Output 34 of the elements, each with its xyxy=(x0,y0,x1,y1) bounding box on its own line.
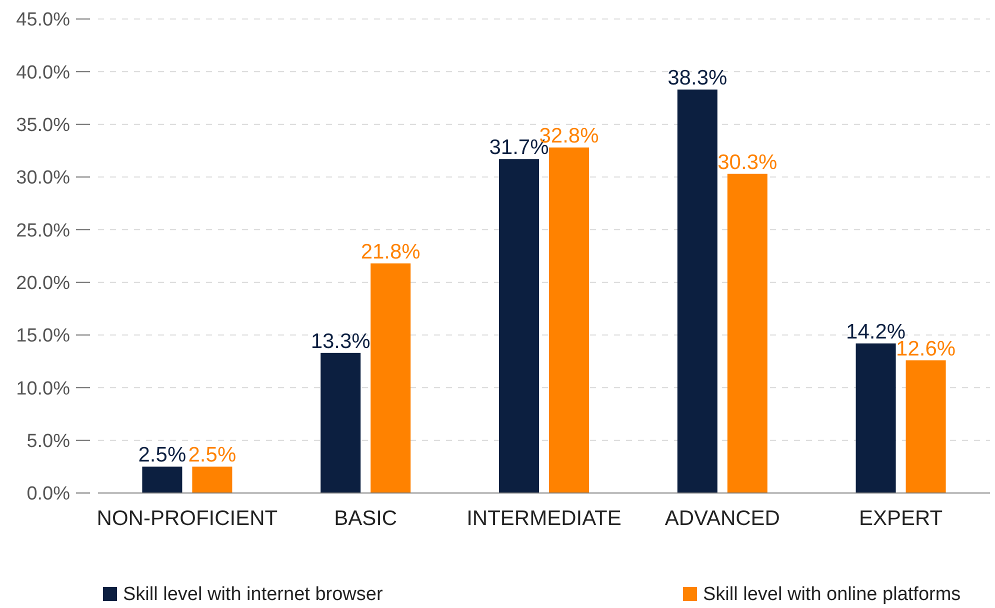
x-tick-label: EXPERT xyxy=(858,507,943,530)
bar xyxy=(320,352,361,493)
y-tick-label: 30.0% xyxy=(16,168,70,189)
y-tick-label: 15.0% xyxy=(16,326,70,347)
y-tick-label: 20.0% xyxy=(16,272,70,294)
legend-label: Skill level with online platforms xyxy=(703,584,961,605)
x-tick-label: BASIC xyxy=(334,507,398,530)
y-tick-label: 5.0% xyxy=(26,430,70,452)
y-tick-label: 25.0% xyxy=(16,220,70,242)
bar xyxy=(906,360,946,493)
y-tick-label: 0.0% xyxy=(26,484,70,505)
data-label: 2.5% xyxy=(188,444,236,467)
bar xyxy=(499,159,539,493)
data-label: 2.5% xyxy=(138,444,186,467)
bar xyxy=(856,343,896,493)
legend-label: Skill level with internet browser xyxy=(123,584,384,605)
data-label: 12.6% xyxy=(896,337,956,360)
data-label: 38.3% xyxy=(668,66,728,90)
y-tick-label: 45.0% xyxy=(16,10,70,31)
data-label: 13.3% xyxy=(310,330,370,353)
data-label: 21.8% xyxy=(360,240,420,264)
data-label: 30.3% xyxy=(718,150,778,174)
bar xyxy=(142,466,182,493)
bar xyxy=(727,174,768,493)
y-tick-label: 40.0% xyxy=(16,62,70,84)
bar xyxy=(677,90,718,493)
bar xyxy=(370,263,411,493)
x-tick-label: NON-PROFICIENT xyxy=(96,507,278,530)
bar xyxy=(549,148,589,493)
x-tick-label: INTERMEDIATE xyxy=(466,507,622,530)
bar xyxy=(192,466,232,493)
x-tick-label: ADVANCED xyxy=(664,507,780,530)
y-tick-label: 35.0% xyxy=(16,114,70,136)
y-tick-label: 10.0% xyxy=(16,378,70,400)
